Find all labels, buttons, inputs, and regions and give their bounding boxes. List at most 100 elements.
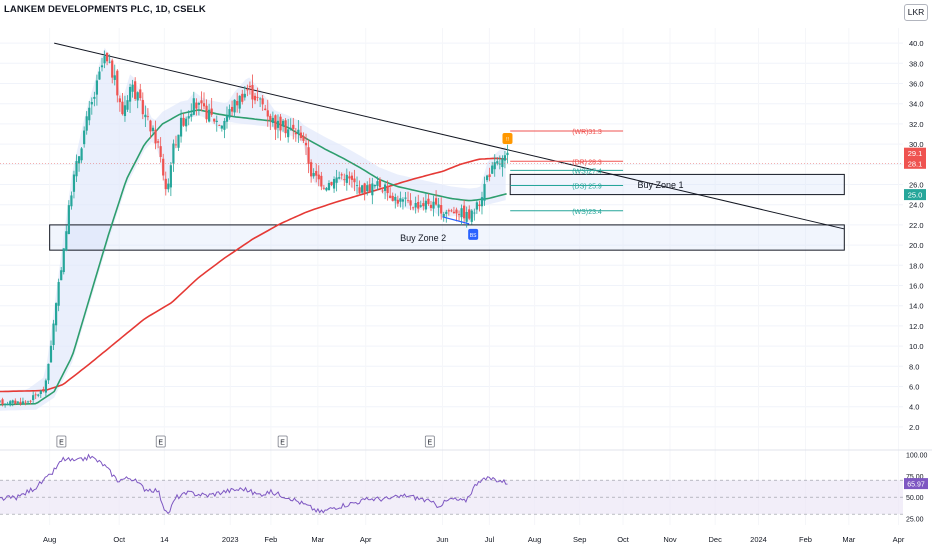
y-tick-label: 10.0 xyxy=(909,342,924,351)
x-tick-label: Mar xyxy=(842,535,855,544)
candle-body xyxy=(445,211,448,214)
candle-body xyxy=(261,98,264,105)
candle xyxy=(480,191,484,215)
buy-zone-label: Buy Zone 2 xyxy=(400,233,446,243)
candle xyxy=(468,205,471,221)
candle-body xyxy=(80,148,83,161)
ema-fast-line xyxy=(0,109,507,406)
candle xyxy=(60,266,63,281)
y-tick-label: 12.0 xyxy=(909,322,924,331)
candle xyxy=(310,159,313,183)
candle xyxy=(29,399,32,405)
candle-body xyxy=(47,363,50,381)
candle xyxy=(396,195,399,207)
candle-body xyxy=(470,210,473,222)
candle-body xyxy=(190,113,193,117)
candle-body xyxy=(386,185,389,194)
candle-body xyxy=(182,117,185,126)
candle-body xyxy=(6,403,9,405)
candle xyxy=(478,200,481,212)
candle xyxy=(16,401,19,404)
candle xyxy=(136,91,139,109)
x-tick-label: Nov xyxy=(663,535,677,544)
candle xyxy=(174,135,178,149)
candle-body xyxy=(70,195,73,207)
candle xyxy=(281,118,285,132)
rsi-line xyxy=(0,453,508,515)
candle xyxy=(284,118,287,138)
candle-body xyxy=(167,183,170,190)
candle-body xyxy=(154,129,157,144)
candle xyxy=(440,197,443,220)
candle-body xyxy=(162,158,165,176)
candle xyxy=(503,150,507,169)
candle xyxy=(67,200,70,235)
candle-body xyxy=(488,174,491,178)
candle xyxy=(498,155,501,170)
y-tick-label: 6.0 xyxy=(909,383,919,392)
candle-body xyxy=(72,174,76,192)
candle-body xyxy=(52,323,55,346)
chart-title: LANKEM DEVELOPMENTS PLC, 1D, CSELK xyxy=(4,4,206,15)
price-badge-label: 28.1 xyxy=(908,159,923,168)
candle xyxy=(57,278,60,312)
candle-body xyxy=(343,179,346,181)
price-badge xyxy=(904,189,926,201)
y-tick-label: 20.0 xyxy=(909,241,924,250)
candle-body xyxy=(266,110,269,117)
candle-body xyxy=(103,56,106,64)
candle-body xyxy=(422,203,425,207)
candle xyxy=(62,248,65,275)
candle xyxy=(348,171,351,186)
candle xyxy=(406,191,410,204)
candle xyxy=(172,139,175,172)
candle-body xyxy=(294,132,297,135)
candle xyxy=(223,118,226,139)
earnings-event-label: E xyxy=(59,440,64,447)
candle xyxy=(167,178,170,193)
candle-body xyxy=(427,198,430,205)
candle-body xyxy=(419,205,422,207)
candle-body xyxy=(218,124,221,126)
candle-body xyxy=(230,106,234,112)
candle xyxy=(182,113,185,127)
candle xyxy=(376,176,379,191)
candle xyxy=(506,144,509,164)
candle-body xyxy=(394,196,397,201)
candle-body xyxy=(320,175,323,187)
candle xyxy=(304,133,308,155)
candle-body xyxy=(195,102,198,109)
candle xyxy=(243,86,246,101)
warn-marker xyxy=(502,133,513,145)
candle xyxy=(299,125,303,141)
candle xyxy=(412,206,415,211)
candle xyxy=(6,401,9,406)
price-badge-label: 29.1 xyxy=(908,149,923,158)
candle xyxy=(371,177,374,205)
candle-body xyxy=(409,200,412,206)
candle-body xyxy=(113,75,116,80)
candle xyxy=(210,97,213,117)
x-tick-label: Aug xyxy=(528,535,541,544)
candle-body xyxy=(315,170,318,176)
candle xyxy=(126,95,129,113)
x-tick-label: Oct xyxy=(113,535,126,544)
candle-body xyxy=(457,214,461,216)
candle-body xyxy=(376,181,379,186)
y-tick-label: 22.0 xyxy=(909,221,924,230)
y-tick-label: 4.0 xyxy=(909,403,919,412)
candle-body xyxy=(406,200,410,202)
candle-body xyxy=(179,117,183,137)
candle-body xyxy=(248,85,252,88)
currency-button[interactable]: LKR xyxy=(904,4,928,21)
level-label: (WR) xyxy=(572,129,588,136)
candle-body xyxy=(289,127,292,129)
candle-body xyxy=(210,108,213,115)
candle-body xyxy=(503,155,507,161)
candle xyxy=(238,95,241,114)
candle-body xyxy=(29,400,32,402)
x-tick-label: Feb xyxy=(264,535,277,544)
candle-body xyxy=(287,129,290,138)
candle-body xyxy=(335,177,338,183)
